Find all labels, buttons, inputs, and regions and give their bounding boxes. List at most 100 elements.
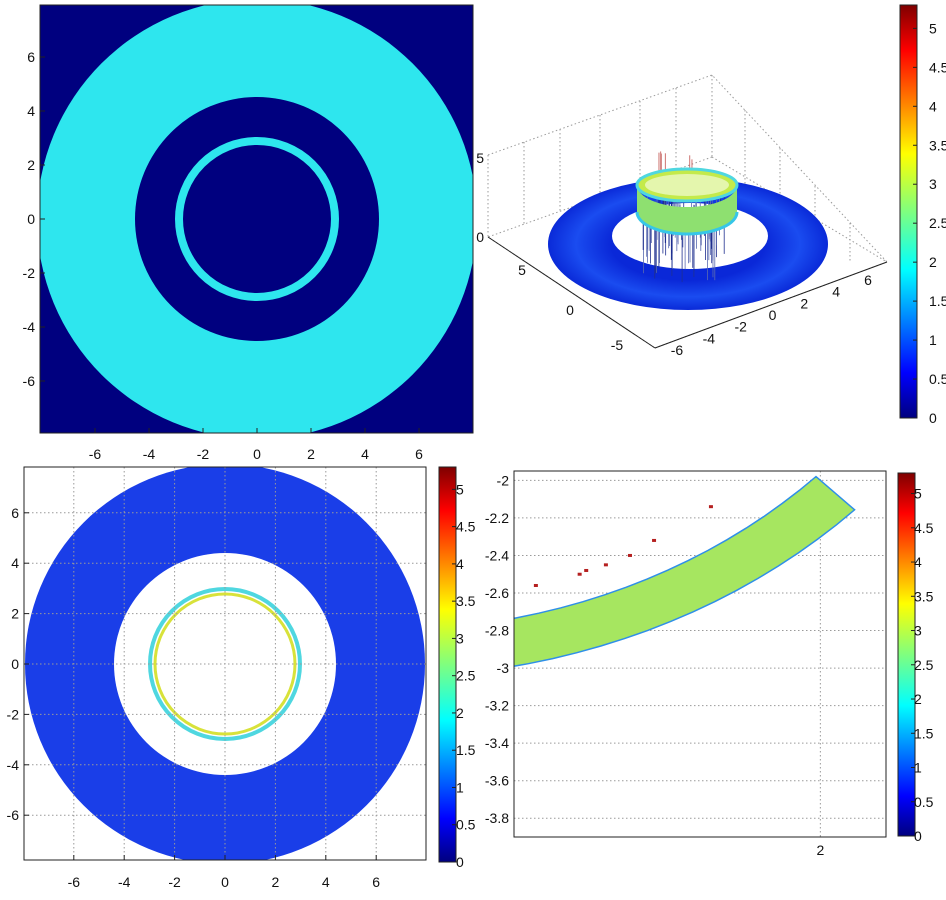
y-tick-label: -2.8 [485,623,509,639]
outlier-point [708,505,713,509]
panel-bottom-left: -6 -4 -2 0 2 4 6 6 4 2 0 -2 -4 -6 [7,466,427,890]
y-tick-labels: 6 4 2 0 -2 -4 -6 [23,49,45,389]
x-tick-label: -2 [197,446,210,462]
colorbar-tick-label: 3.5 [914,588,934,604]
outlier-point [603,563,608,567]
y-tick-label: -3.8 [485,810,509,826]
ring-top-inner [645,174,729,196]
colorbar-tick-label: 2 [929,254,937,270]
colorbar-tick-label: 0 [456,854,464,870]
colorbar-tick-label: 3 [929,176,937,192]
x-tick-label: -4 [118,874,131,890]
inner-ring-inner-stroke [153,592,297,736]
ring-cylinder [635,167,739,236]
inner-ring-region [175,137,339,301]
y-tick-label: 0 [27,211,35,227]
x-tick-label: 2 [272,874,280,890]
ring-bottom-edge [635,211,739,236]
x-tick-label: 4 [322,874,330,890]
y-tick-label: -3.6 [485,773,509,789]
y-tick-label: 2 [11,606,19,622]
y-tick-label: 0 [11,656,19,672]
colorbar-gradient [899,4,918,419]
colorbar-tick-label: 4 [929,98,937,114]
outlier-point [627,553,632,557]
x-tick-labels: -6 -4 -2 0 2 4 6 [671,272,872,358]
y-tick-labels: 6 4 2 0 -2 -4 -6 [7,505,29,823]
x-tick-label: 6 [372,874,380,890]
colorbar-tick-label: 5 [929,20,937,36]
y-tick-label: -2 [23,265,36,281]
colorbar: 0 0.5 1 1.5 2 2.5 3 3.5 4 4.5 5 [899,4,946,426]
x-tick-label: 0 [221,874,229,890]
x-tick-labels: -6 -4 -2 0 2 4 6 [89,428,423,462]
x-tick-label: 4 [361,446,369,462]
x-tick-label: 6 [864,272,872,288]
ring-band [514,475,856,667]
outlier-point [652,538,657,542]
colorbar-tick-label: 4 [914,554,922,570]
grid [24,467,426,860]
colorbar-tick-label: 0 [914,828,922,844]
x-tick-label: 0 [253,446,261,462]
y-tick-label: -6 [23,373,36,389]
outlier-points [533,505,713,587]
colorbar-tick-label: 1.5 [929,293,946,309]
y-tick-label: -3 [497,660,510,676]
colorbar-tick-label: 3.5 [929,137,946,153]
y-tick-label: -2.2 [485,510,509,526]
colorbar-tick-label: 5 [914,486,922,502]
y-tick-label: 6 [11,505,19,521]
y-tick-label: 0 [566,302,574,318]
x-tick-label: 4 [832,284,840,300]
axes-box [487,74,888,349]
colorbar-tick-label: 3.5 [456,593,476,609]
colorbar-tick-label: 2 [914,691,922,707]
colorbar-tick-label: 3 [914,623,922,639]
colorbar-gradient [438,466,457,863]
y-tick-labels: -5 0 5 [518,262,623,353]
colorbar-tick-label: 2 [456,705,464,721]
colorbar: 0 0.5 1 1.5 2 2.5 3 3.5 4 4.5 5 [897,472,934,844]
y-tick-label: 4 [11,555,19,571]
y-tick-label: 2 [27,157,35,173]
colorbar-tick-label: 1.5 [456,742,476,758]
x-tick-labels: -6 -4 -2 0 2 4 6 [68,855,380,890]
x-tick-label: 2 [816,842,824,858]
y-tick-label: -2.4 [485,547,509,563]
colorbar-tick-label: 5 [456,481,464,497]
colorbar-tick-label: 4.5 [929,59,946,75]
y-tick-label: -4 [23,319,36,335]
z-tick-label: 5 [476,150,484,166]
y-tick-label: -5 [611,337,624,353]
y-tick-label: 6 [27,49,35,65]
colorbar: 0 0.5 1 1.5 2 2.5 3 3.5 4 4.5 5 [438,466,476,870]
z-tick-label: 0 [476,229,484,245]
colorbar-tick-label: 1 [914,760,922,776]
colorbar-tick-label: 0.5 [929,371,946,387]
x-tick-label: 0 [769,307,777,323]
outlier-point [533,583,538,587]
x-tick-label: -6 [671,342,684,358]
z-tick-labels: 05 [476,150,484,245]
colorbar-tick-label: 2.5 [456,668,476,684]
x-tick-label: -2 [168,874,181,890]
colorbar-tick-label: 0.5 [456,817,476,833]
x-tick-label: -6 [89,446,102,462]
plot-frame [513,470,887,838]
x-tick-label: 2 [307,446,315,462]
ring-wall [637,185,737,234]
y-tick-label: -2.6 [485,585,509,601]
colorbar-tick-label: 0 [929,410,937,426]
colorbar-tick-label: 4.5 [914,520,934,536]
y-tick-label: 5 [518,262,526,278]
colorbar-tick-label: 1 [929,332,937,348]
y-tick-label: -3.2 [485,698,509,714]
y-tick-label: -6 [7,807,20,823]
y-tick-label: 4 [27,103,35,119]
colorbars: 0 0.5 1 1.5 2 2.5 3 3.5 4 4.5 5 0 0.5 1 1.5 2 2.5 3 3.5 4 4.… [438,4,946,870]
x-tick-label: 6 [415,446,423,462]
y-tick-labels: -2 -2.2 -2.4 -2.6 -2.8 -3 -3.2 -3.4 -3.6 -3.8 [485,472,509,826]
y-tick-label: -4 [7,757,20,773]
